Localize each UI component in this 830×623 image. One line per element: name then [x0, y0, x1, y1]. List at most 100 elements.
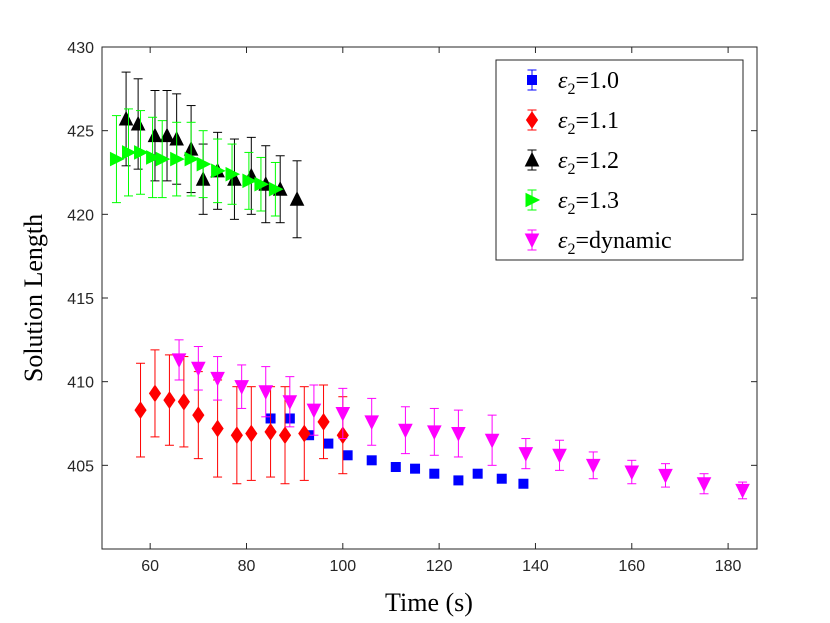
- data-point: [696, 477, 712, 492]
- data-point: [130, 115, 146, 131]
- x-tick-label: 100: [329, 558, 356, 575]
- data-point: [390, 462, 401, 473]
- plot-frame: [101, 46, 758, 550]
- data-point: [171, 353, 187, 369]
- legend: ε2=1.0 ε2=1.1 ε2=1.2 ε2=1.3 ε2=dynamic: [495, 59, 744, 261]
- y-axis-label: Solution Length: [19, 214, 48, 382]
- data-point: [624, 465, 640, 481]
- series-3: [109, 108, 284, 217]
- legend-label: ε2=1.1: [558, 108, 619, 138]
- legend-marker: [524, 151, 540, 167]
- data-point: [453, 475, 464, 486]
- series-4: [171, 339, 750, 500]
- y-tick-label: 410: [67, 375, 94, 392]
- y-tick-label: 415: [67, 291, 94, 308]
- data-point: [191, 361, 206, 377]
- data-point: [109, 151, 125, 167]
- data-point: [335, 406, 351, 422]
- data-point: [254, 176, 270, 192]
- data-point: [735, 483, 750, 499]
- legend-label: ε2=1.0: [558, 68, 619, 98]
- data-point: [317, 412, 330, 431]
- data-point: [496, 473, 507, 484]
- legend-item: ε2=dynamic: [524, 228, 672, 258]
- data-point: [134, 401, 147, 419]
- data-point: [306, 403, 322, 419]
- data-point: [268, 181, 284, 197]
- data-point: [163, 391, 176, 409]
- data-point: [342, 450, 353, 461]
- legend-marker: [525, 192, 541, 208]
- data-point: [289, 191, 305, 206]
- data-point: [278, 426, 292, 445]
- data-point: [472, 468, 483, 479]
- legend-marker: [527, 75, 537, 85]
- data-point: [484, 433, 500, 449]
- data-point: [264, 422, 277, 441]
- series-1: [134, 349, 349, 485]
- data-point: [211, 419, 224, 438]
- data-point: [148, 384, 162, 403]
- data-point: [398, 423, 413, 439]
- data-point: [366, 455, 377, 466]
- legend-item: ε2=1.1: [525, 108, 619, 138]
- x-tick-label: 120: [426, 558, 453, 575]
- legend-marker: [524, 233, 540, 249]
- y-tick-label: 425: [67, 124, 94, 141]
- legend-label: ε2=dynamic: [558, 228, 672, 258]
- data-point: [323, 438, 334, 449]
- x-tick-label: 60: [141, 558, 159, 575]
- data-point: [146, 150, 161, 165]
- data-point: [518, 447, 534, 462]
- data-point: [230, 426, 243, 445]
- legend-marker: [525, 111, 539, 129]
- data-point: [364, 415, 380, 430]
- data-point: [192, 406, 205, 425]
- y-tick-label: 405: [67, 458, 94, 475]
- data-point: [282, 395, 298, 410]
- data-point: [210, 371, 225, 387]
- y-tick-label: 430: [67, 40, 94, 57]
- data-point: [298, 424, 311, 443]
- data-point: [451, 427, 466, 442]
- x-tick-label: 160: [618, 558, 645, 575]
- data-point: [552, 448, 567, 464]
- data-point: [585, 458, 601, 474]
- data-point: [184, 151, 200, 167]
- data-point: [258, 385, 274, 400]
- data-point: [155, 151, 171, 167]
- x-axis-label: Time (s): [385, 588, 473, 617]
- data-point: [410, 463, 421, 474]
- data-point: [118, 110, 134, 126]
- legend-label: ε2=1.2: [558, 148, 619, 178]
- data-point: [234, 380, 249, 395]
- data-point: [159, 127, 175, 143]
- data-point: [121, 145, 137, 160]
- data-point: [427, 425, 442, 440]
- legend-item: ε2=1.0: [527, 68, 619, 98]
- data-point: [134, 145, 149, 160]
- data-point: [518, 478, 529, 489]
- data-point: [225, 166, 241, 182]
- y-tick-label: 420: [67, 207, 94, 224]
- data-point: [429, 468, 440, 479]
- data-point: [242, 173, 258, 189]
- x-tick-label: 140: [522, 558, 549, 575]
- data-point: [211, 163, 226, 179]
- data-point: [196, 156, 212, 172]
- x-tick-label: 180: [715, 558, 742, 575]
- data-point: [658, 468, 673, 484]
- legend-item: ε2=1.2: [524, 148, 619, 178]
- data-point: [177, 392, 190, 411]
- data-point: [170, 151, 185, 167]
- data-point: [245, 424, 258, 443]
- data-series: [109, 71, 750, 500]
- legend-label: ε2=1.3: [558, 188, 619, 218]
- legend-box: [495, 59, 744, 261]
- x-tick-label: 80: [238, 558, 256, 575]
- data-point: [147, 127, 163, 143]
- data-point: [227, 171, 242, 186]
- axis-ticks: 60 80 100 120 140 160 180 405 410 415 420 425 430: [67, 40, 757, 575]
- legend-item: ε2=1.3: [525, 188, 619, 218]
